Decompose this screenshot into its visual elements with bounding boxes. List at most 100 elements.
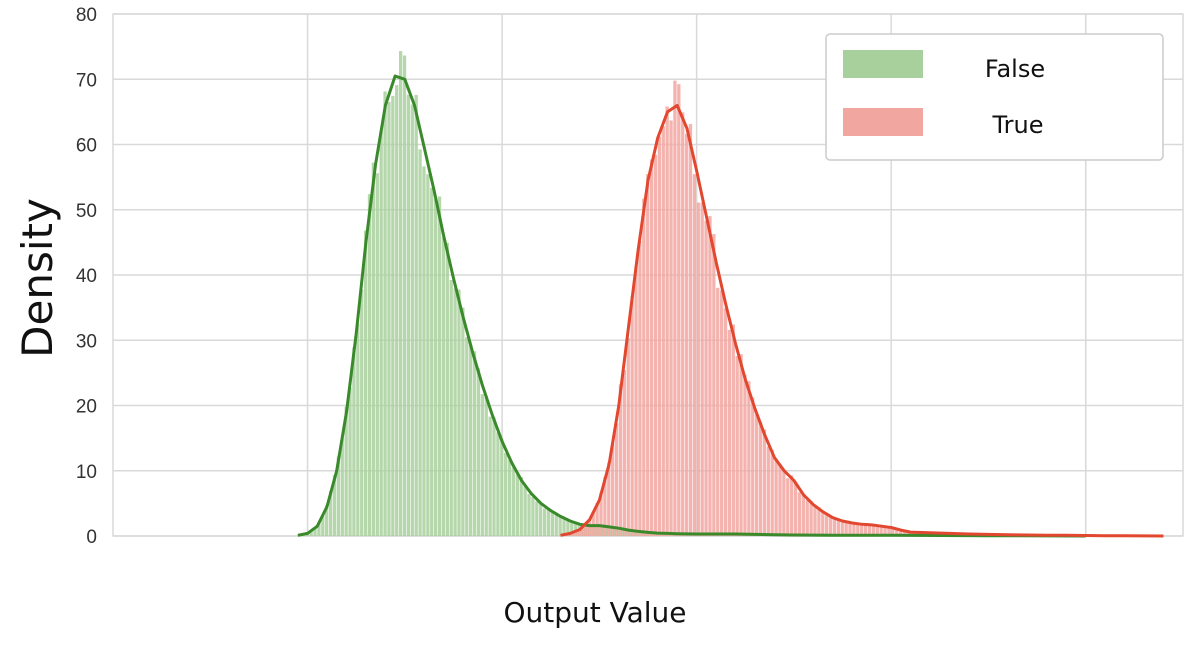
histogram-bar-true	[871, 525, 876, 536]
y-axis-title: Density	[13, 198, 62, 358]
legend-label-true: True	[992, 111, 1044, 139]
y-tick-label: 10	[76, 462, 97, 483]
histogram-bar-true	[704, 220, 708, 536]
histogram-bar-false	[344, 406, 348, 536]
histogram-bar-true	[622, 370, 626, 536]
histogram-bar-true	[661, 126, 665, 536]
histogram-bar-true	[805, 499, 809, 536]
histogram-bar-true	[719, 290, 724, 536]
histogram-bar-true	[603, 477, 607, 536]
histogram-bar-false	[363, 230, 368, 536]
histogram-bar-true	[607, 462, 611, 536]
histogram-bar-false	[632, 531, 636, 536]
histogram-bar-true	[611, 443, 615, 536]
histogram-bar-false	[422, 166, 426, 536]
histogram-bar-true	[716, 287, 720, 536]
histogram-bar-false	[620, 528, 625, 536]
histogram-bar-false	[601, 525, 605, 536]
histogram-bar-false	[445, 242, 449, 537]
histogram-bar-true	[700, 202, 704, 537]
histogram-bar-true	[618, 384, 623, 536]
histogram-bars	[297, 51, 1105, 537]
legend-swatch-false	[843, 50, 923, 78]
histogram-bar-false	[527, 493, 531, 536]
histogram-bar-true	[825, 513, 829, 536]
histogram-bar-false	[461, 307, 465, 536]
histogram-bar-true	[782, 470, 786, 536]
histogram-bar-true	[599, 492, 603, 536]
histogram-bar-true	[902, 531, 907, 536]
legend-swatch-true	[843, 108, 923, 136]
histogram-bar-true	[755, 414, 759, 536]
histogram-bar-true	[883, 526, 887, 536]
histogram-bar-false	[542, 508, 547, 536]
histogram-bar-false	[309, 530, 313, 536]
histogram-bar-false	[605, 526, 609, 536]
histogram-bar-false	[332, 475, 337, 536]
histogram-bar-false	[395, 85, 399, 536]
histogram-bar-false	[636, 531, 640, 536]
histogram-bar-false	[507, 459, 512, 536]
legend: False True	[825, 33, 1164, 161]
histogram-bar-true	[774, 459, 778, 536]
legend-label-false: False	[985, 55, 1045, 83]
y-tick-label: 40	[76, 266, 97, 287]
histogram-bar-false	[430, 187, 434, 536]
histogram-bar-true	[576, 530, 580, 536]
histogram-bar-true	[681, 112, 685, 536]
histogram-bar-false	[418, 149, 422, 536]
histogram-bar-false	[492, 417, 496, 536]
histogram-bar-true	[673, 80, 677, 536]
y-tick-label: 60	[76, 136, 97, 157]
histogram-bar-true	[634, 265, 638, 536]
histogram-bar-true	[770, 449, 774, 536]
histogram-bar-false	[437, 196, 442, 537]
histogram-bar-true	[638, 240, 642, 536]
y-tick-label: 70	[76, 70, 97, 91]
histogram-bar-true	[867, 524, 872, 536]
histogram-bar-true	[723, 308, 728, 536]
histogram-bar-false	[554, 514, 558, 536]
histogram-bar-false	[406, 94, 411, 537]
histogram-bar-false	[597, 525, 601, 536]
histogram-bar-false	[593, 525, 597, 536]
histogram-bar-true	[579, 527, 584, 536]
y-tick-labels: 0 10 20 30 40 50 60 70 80	[76, 5, 97, 548]
histogram-bar-false	[356, 323, 360, 536]
histogram-bar-true	[739, 354, 743, 536]
histogram-bar-false	[441, 237, 446, 536]
histogram-bar-true	[665, 106, 669, 536]
histogram-bar-true	[817, 507, 821, 536]
histogram-bar-false	[581, 524, 586, 536]
kde-line-false	[297, 74, 1086, 538]
histogram-bar-false	[371, 162, 376, 537]
histogram-bar-true	[727, 329, 732, 536]
histogram-bar-true	[836, 520, 840, 536]
histogram-bar-true	[875, 525, 879, 536]
histogram-bar-false	[340, 437, 344, 536]
histogram-bar-false	[328, 491, 333, 536]
histogram-bar-false	[426, 174, 430, 536]
histogram-bar-true	[832, 519, 837, 536]
x-axis-title: Output Value	[503, 596, 686, 629]
histogram-bar-false	[317, 521, 321, 536]
histogram-bar-false	[651, 532, 656, 536]
histogram-bar-false	[391, 95, 395, 536]
histogram-bar-true	[684, 133, 689, 536]
histogram-bar-false	[558, 517, 562, 536]
histogram-bar-false	[539, 502, 543, 536]
histogram-bar-true	[646, 174, 650, 537]
histogram-bar-true	[572, 531, 576, 536]
histogram-bar-false	[585, 526, 590, 536]
histogram-bar-false	[609, 527, 613, 536]
histogram-bar-true	[747, 381, 751, 536]
histogram-bar-false	[616, 528, 621, 536]
histogram-bar-true	[848, 522, 852, 536]
histogram-bar-true	[677, 84, 681, 537]
y-tick-label: 20	[76, 397, 97, 418]
y-tick-label: 30	[76, 331, 97, 352]
histogram-bar-true	[906, 531, 911, 536]
histogram-bar-true	[762, 429, 767, 536]
histogram-bar-false	[449, 280, 453, 536]
